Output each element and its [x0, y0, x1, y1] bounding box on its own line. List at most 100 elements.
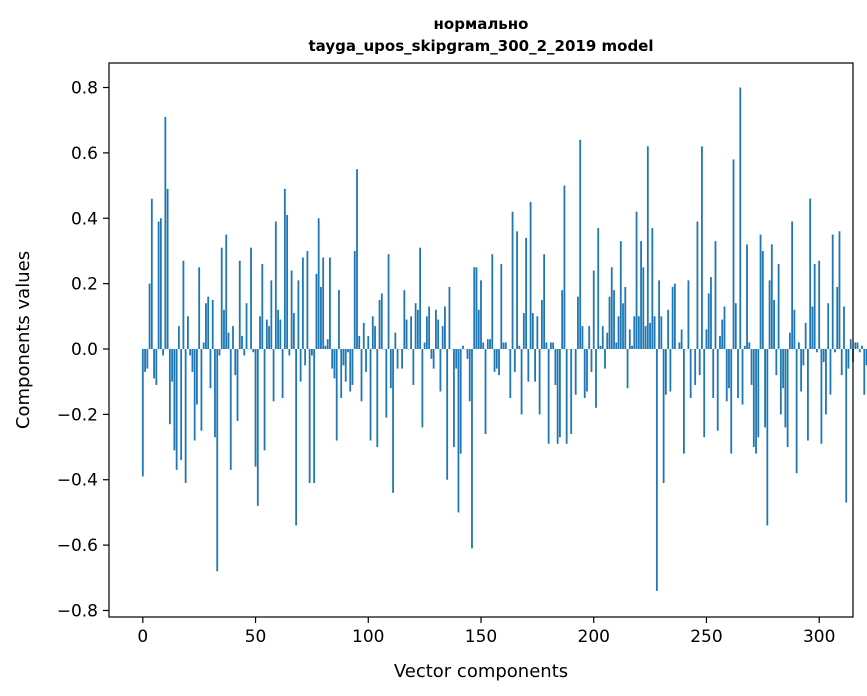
bar	[574, 348, 577, 395]
bar	[320, 286, 322, 349]
bar	[193, 348, 196, 441]
bar	[250, 247, 252, 349]
bar	[365, 348, 367, 372]
bar	[401, 348, 403, 369]
bar	[182, 260, 185, 349]
bar	[232, 326, 234, 349]
bar	[484, 348, 487, 434]
x-tick-label: 150	[465, 627, 497, 647]
x-tick-label: 50	[245, 627, 267, 647]
bar	[737, 348, 739, 399]
bar	[299, 348, 302, 382]
bar	[590, 348, 593, 372]
bar	[353, 250, 356, 349]
bar	[818, 260, 821, 349]
bar	[457, 348, 460, 513]
bar	[761, 250, 764, 349]
bar	[498, 348, 500, 376]
y-tick-label: 0.4	[71, 209, 98, 229]
bar	[825, 348, 827, 415]
bar	[471, 348, 473, 549]
bar	[750, 348, 753, 385]
bar	[335, 348, 338, 441]
bar	[565, 348, 568, 444]
bar	[360, 348, 363, 402]
bar	[189, 348, 192, 356]
bar	[525, 237, 527, 349]
bar	[274, 221, 277, 349]
bar	[297, 280, 300, 349]
bar	[775, 348, 778, 376]
bar	[340, 348, 343, 399]
bar	[784, 348, 787, 428]
bar	[218, 348, 221, 356]
bar	[455, 348, 458, 369]
bar	[793, 309, 796, 349]
y-tick-label: 0.2	[71, 275, 98, 295]
bar	[261, 264, 264, 349]
bar	[162, 348, 165, 356]
bar	[202, 342, 205, 349]
bar	[342, 348, 345, 366]
bar	[838, 231, 841, 349]
bar	[741, 348, 744, 405]
y-tick-label: 0.6	[71, 144, 98, 164]
y-tick-label: 0.0	[71, 340, 98, 360]
bar	[166, 188, 169, 349]
bar	[493, 348, 496, 372]
bar	[552, 342, 555, 349]
bar	[536, 316, 539, 349]
bar	[759, 234, 762, 349]
bar	[338, 290, 340, 349]
bar	[356, 169, 358, 349]
bar	[865, 348, 867, 366]
bar	[698, 348, 701, 376]
bar	[216, 348, 219, 572]
bar	[421, 348, 424, 428]
bar	[543, 254, 546, 349]
bar	[155, 348, 158, 385]
y-axis-label: Components values	[13, 251, 34, 429]
bar	[223, 309, 225, 349]
bar	[146, 348, 149, 369]
bar	[324, 345, 327, 349]
bar	[313, 348, 316, 483]
bar	[522, 313, 525, 349]
bar	[371, 316, 374, 349]
bar	[378, 299, 381, 349]
bar	[290, 270, 293, 349]
bar	[748, 342, 751, 349]
bar	[816, 348, 818, 353]
bar	[283, 188, 286, 349]
bar	[448, 286, 451, 349]
x-axis: 0 50 100 150 200 250 300	[137, 617, 835, 647]
bar	[583, 348, 586, 399]
bar	[559, 348, 561, 438]
bar	[732, 159, 735, 349]
bar	[516, 231, 518, 349]
bar	[168, 348, 171, 425]
bar	[719, 335, 721, 349]
bar	[836, 286, 839, 349]
bar	[613, 290, 615, 349]
bar	[856, 342, 859, 349]
bar	[502, 342, 505, 349]
bar	[459, 348, 462, 454]
bar	[362, 322, 365, 349]
bar	[849, 339, 852, 349]
bar	[863, 348, 866, 395]
bar	[392, 348, 394, 493]
bar	[277, 309, 279, 349]
bar	[847, 348, 850, 369]
bar	[259, 316, 261, 349]
bar	[482, 342, 485, 349]
bar	[157, 221, 160, 349]
bar	[845, 348, 848, 503]
bar	[622, 303, 624, 349]
bar	[604, 348, 606, 369]
bar	[272, 348, 275, 402]
bar	[829, 348, 832, 395]
bar	[209, 348, 212, 389]
bar	[229, 348, 232, 470]
